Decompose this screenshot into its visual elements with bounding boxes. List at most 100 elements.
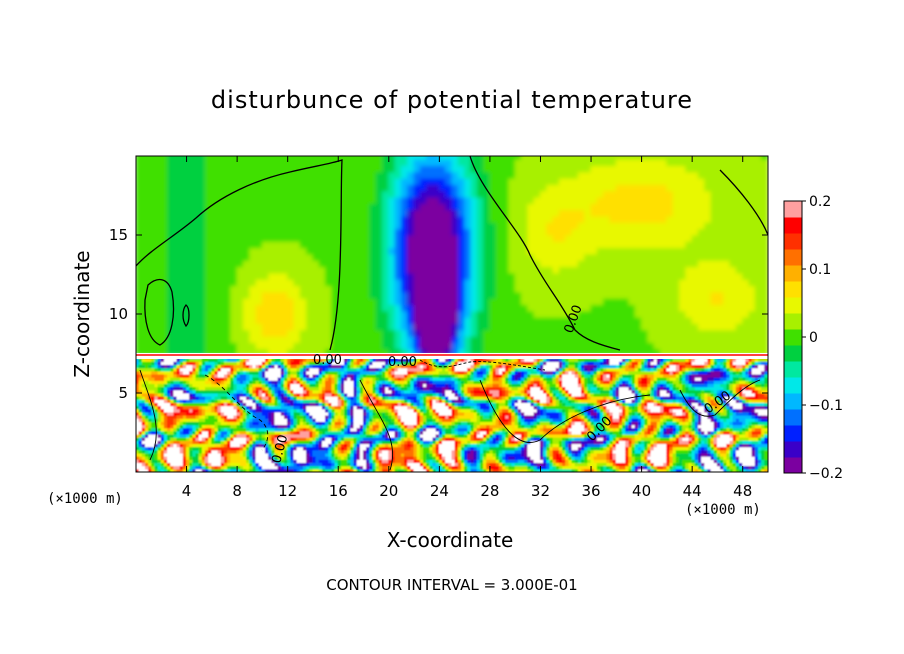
heatmap-cell: [356, 341, 365, 350]
heatmap-cell: [483, 316, 491, 324]
heatmap-cell: [201, 446, 207, 451]
heatmap-cell: [277, 379, 282, 385]
heatmap-cell: [148, 310, 156, 318]
heatmap-cell: [179, 424, 184, 429]
heatmap-cell: [141, 462, 146, 467]
heatmap-cell: [151, 360, 156, 366]
heatmap-cell: [271, 405, 276, 410]
heatmap-cell: [242, 427, 248, 432]
heatmap-cell: [407, 316, 415, 324]
heatmap-cell: [160, 386, 165, 391]
heatmap-cell: [265, 386, 270, 391]
heatmap-cell: [192, 190, 200, 198]
heatmap-cell: [622, 291, 630, 299]
heatmap-cell: [274, 465, 279, 470]
heatmap-cell: [198, 401, 203, 407]
heatmap-cell: [432, 164, 440, 173]
heatmap-cell: [514, 183, 523, 192]
heatmap-cell: [438, 156, 447, 160]
heatmap-cell: [331, 240, 339, 249]
heatmap-cell: [141, 446, 146, 451]
heatmap-cell: [539, 209, 548, 217]
heatmap-cell: [407, 158, 415, 166]
heatmap-cell: [704, 322, 712, 331]
heatmap-cell: [735, 335, 744, 343]
heatmap-cell: [287, 297, 295, 306]
heatmap-cell: [369, 259, 377, 268]
heatmap-cell: [457, 164, 466, 173]
heatmap-cell: [220, 414, 225, 419]
heatmap-cell: [299, 335, 308, 343]
heatmap-cell: [223, 424, 229, 429]
heatmap-cell: [151, 364, 156, 369]
heatmap-cell: [198, 383, 203, 388]
heatmap-cell: [565, 177, 573, 185]
heatmap-cell: [558, 266, 567, 274]
heatmap-cell: [375, 335, 383, 343]
heatmap-cell: [211, 389, 216, 394]
heatmap-cell: [653, 316, 662, 324]
heatmap-cell: [261, 446, 267, 451]
heatmap-cell: [173, 259, 181, 268]
heatmap-cell: [246, 430, 251, 435]
heatmap-cell: [691, 253, 699, 261]
heatmap-cell: [660, 247, 668, 255]
heatmap-cell: [723, 291, 731, 299]
heatmap-cell: [280, 386, 286, 391]
heatmap-cell: [407, 253, 415, 261]
heatmap-cell: [223, 183, 232, 192]
heatmap-cell: [735, 158, 744, 166]
heatmap-cell: [239, 389, 244, 394]
heatmap-cell: [388, 234, 396, 242]
heatmap-cell: [558, 316, 567, 324]
heatmap-cell: [230, 266, 238, 274]
heatmap-cell: [284, 386, 289, 391]
heatmap-cell: [233, 439, 238, 445]
heatmap-cell: [710, 209, 718, 217]
heatmap-cell: [271, 458, 276, 464]
heatmap-cell: [312, 291, 320, 299]
heatmap-cell: [527, 215, 535, 223]
heatmap-cell: [154, 297, 162, 306]
heatmap-cell: [148, 465, 153, 470]
heatmap-cell: [265, 443, 270, 448]
heatmap-cell: [318, 183, 327, 192]
heatmap-cell: [242, 414, 248, 419]
heatmap-cell: [157, 417, 162, 422]
heatmap-cell: [141, 417, 146, 422]
heatmap-cell: [220, 433, 225, 438]
heatmap-cell: [445, 164, 453, 173]
heatmap-cell: [141, 373, 146, 378]
heatmap-cell: [306, 183, 314, 192]
heatmap-cell: [148, 433, 153, 438]
heatmap-cell: [160, 215, 169, 223]
heatmap-cell: [584, 322, 592, 331]
heatmap-cell: [198, 379, 203, 385]
heatmap-cell: [198, 417, 203, 422]
heatmap-cell: [192, 221, 200, 230]
heatmap-cell: [691, 285, 699, 293]
heatmap-cell: [615, 291, 624, 299]
heatmap-cell: [287, 253, 295, 261]
heatmap-cell: [685, 183, 693, 192]
heatmap-cell: [173, 452, 178, 457]
heatmap-cell: [735, 190, 744, 198]
heatmap-cell: [451, 190, 459, 198]
heatmap-cell: [445, 234, 453, 242]
heatmap-cell: [141, 158, 150, 166]
heatmap-cell: [476, 247, 485, 255]
heatmap-cell: [277, 414, 282, 419]
heatmap-cell: [274, 364, 279, 369]
heatmap-cell: [246, 408, 251, 413]
heatmap-cell: [277, 389, 282, 394]
heatmap-cell: [186, 335, 194, 343]
heatmap-cell: [280, 335, 289, 343]
heatmap-cell: [344, 240, 352, 249]
heatmap-cell: [182, 455, 188, 460]
heatmap-cell: [679, 221, 687, 230]
heatmap-cell: [265, 364, 270, 369]
heatmap-cell: [521, 234, 529, 242]
heatmap-cell: [603, 156, 611, 160]
heatmap-cell: [179, 430, 184, 435]
heatmap-cell: [306, 329, 314, 337]
